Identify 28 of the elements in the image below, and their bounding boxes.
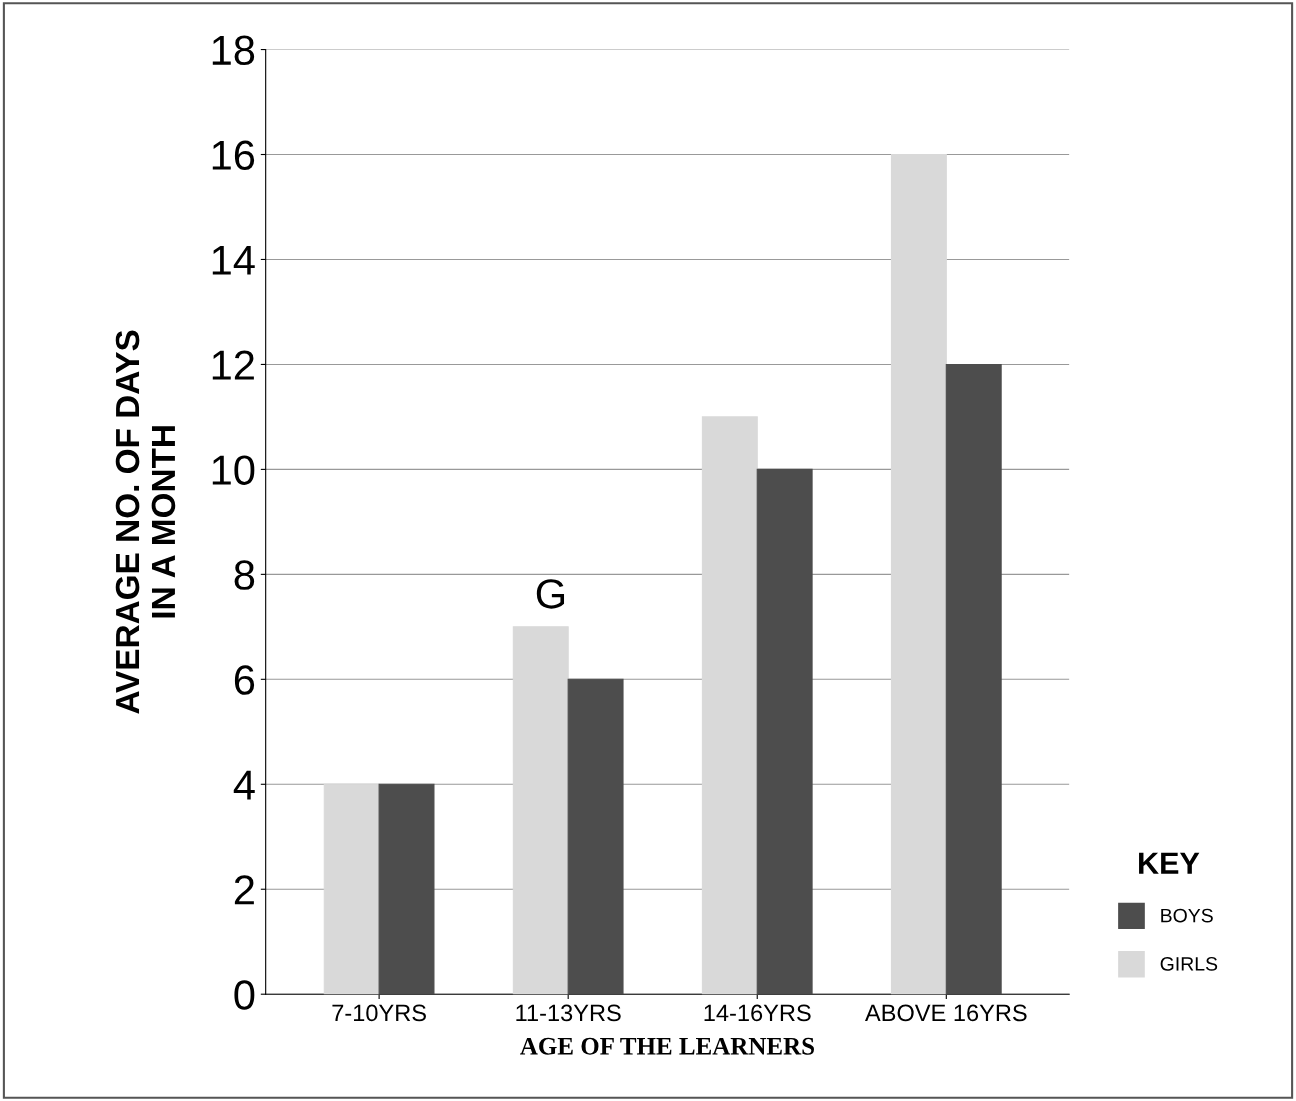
y-tick-label: 10 bbox=[212, 455, 255, 485]
bar bbox=[945, 363, 1002, 995]
legend-title: KEY bbox=[1139, 852, 1200, 874]
y-tick-label: 0 bbox=[234, 980, 255, 1010]
y-tick-label: 4 bbox=[233, 770, 255, 800]
x-tick-label: ABOVE 16YRS bbox=[864, 1004, 1027, 1022]
y-tick-label: 6 bbox=[234, 665, 255, 695]
y-tick-label: 12 bbox=[212, 350, 254, 380]
bar bbox=[756, 468, 813, 995]
y-tick-label: 16 bbox=[212, 140, 255, 171]
bar bbox=[512, 626, 569, 995]
x-tick-label: 7-10YRS bbox=[332, 1004, 426, 1022]
bar bbox=[890, 153, 947, 995]
bar bbox=[567, 678, 624, 995]
legend-label: GIRLS bbox=[1160, 957, 1218, 971]
y-tick-label: 18 bbox=[212, 35, 255, 66]
x-tick-label: 14-16YRS bbox=[704, 1004, 811, 1022]
x-axis-title: AGE OF THE LEARNERS bbox=[520, 1037, 814, 1055]
y-axis-title: AVERAGE NO. OF DAYS IN A MONTH bbox=[115, 330, 176, 714]
bar bbox=[323, 783, 380, 995]
y-tick-label: 2 bbox=[234, 875, 254, 905]
y-tick-label: 14 bbox=[212, 245, 255, 275]
bar bbox=[701, 416, 758, 995]
bar bbox=[378, 783, 435, 995]
y-tick-label: 8 bbox=[234, 560, 255, 590]
x-tick-label: 11-13YRS bbox=[516, 1004, 621, 1022]
annotation: G bbox=[536, 579, 565, 609]
legend-label: BOYS bbox=[1161, 908, 1213, 923]
